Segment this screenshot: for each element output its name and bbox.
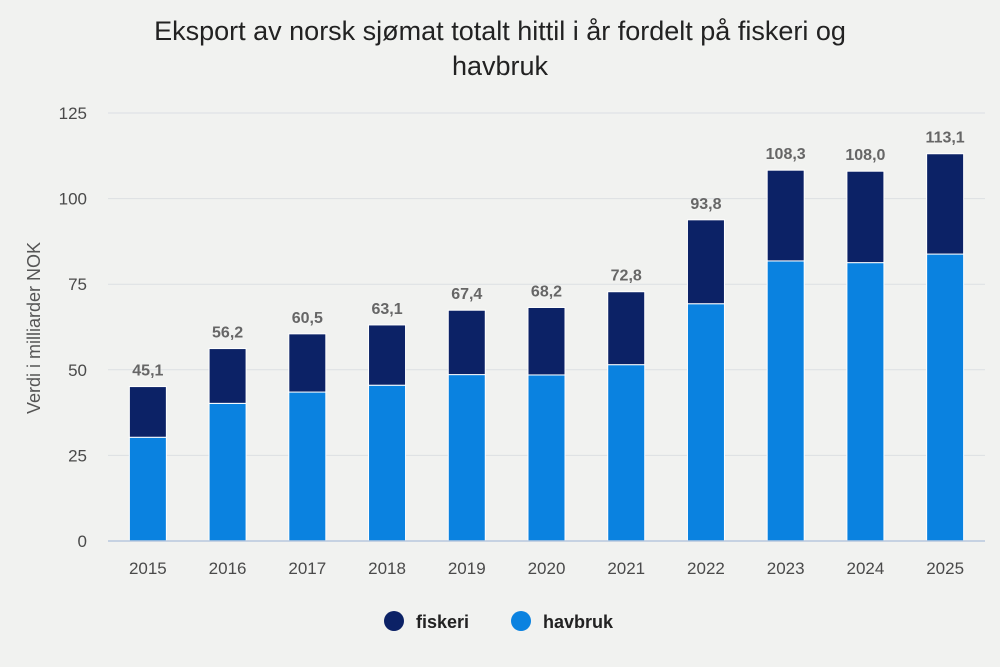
x-tick-label: 2019 bbox=[448, 559, 486, 578]
gridlines bbox=[108, 112, 985, 456]
y-tick-label: 25 bbox=[68, 446, 87, 465]
total-label-2025: 113,1 bbox=[926, 130, 965, 147]
x-tick-label: 2020 bbox=[528, 559, 566, 578]
bars bbox=[128, 153, 965, 542]
bar-fiskeri-2021[interactable] bbox=[607, 291, 646, 366]
bar-havbruk-2016[interactable] bbox=[208, 402, 247, 542]
legend-swatch-fiskeri bbox=[384, 611, 404, 631]
chart-title-line-2: havbruk bbox=[452, 51, 549, 81]
y-axis: 0 25 50 75 100 125 bbox=[59, 104, 87, 551]
legend-label-fiskeri: fiskeri bbox=[416, 612, 469, 632]
bar-havbruk-2018[interactable] bbox=[368, 384, 407, 542]
y-tick-label: 100 bbox=[59, 190, 87, 209]
bar-fiskeri-2016[interactable] bbox=[208, 348, 247, 404]
bar-havbruk-2024[interactable] bbox=[846, 262, 885, 542]
x-tick-label: 2025 bbox=[926, 559, 964, 578]
x-axis: 2015 2016 2017 2018 2019 2020 2021 2022 2023 2024… bbox=[108, 540, 985, 578]
x-tick-label: 2018 bbox=[368, 559, 406, 578]
bar-havbruk-2021[interactable] bbox=[607, 364, 646, 542]
x-tick-label: 2016 bbox=[209, 559, 247, 578]
bar-havbruk-2017[interactable] bbox=[288, 391, 327, 542]
y-tick-label: 125 bbox=[59, 104, 87, 123]
y-tick-label: 75 bbox=[68, 275, 87, 294]
y-tick-label: 50 bbox=[68, 361, 87, 380]
bar-havbruk-2019[interactable] bbox=[447, 374, 486, 542]
total-label-2018: 63,1 bbox=[371, 301, 402, 318]
y-axis-title: Verdi i milliarder NOK bbox=[24, 242, 44, 414]
bar-fiskeri-2020[interactable] bbox=[527, 306, 566, 376]
bar-havbruk-2025[interactable] bbox=[926, 253, 965, 542]
total-label-2016: 56,2 bbox=[212, 325, 243, 342]
total-label-2024: 108,0 bbox=[845, 147, 885, 164]
data-labels: 45,1 56,2 60,5 63,1 67,4 68,2 72,8 93,8 108,3 108… bbox=[132, 130, 965, 380]
bar-fiskeri-2024[interactable] bbox=[846, 170, 885, 264]
bar-fiskeri-2025[interactable] bbox=[926, 153, 965, 255]
bar-fiskeri-2018[interactable] bbox=[368, 324, 407, 386]
bar-fiskeri-2017[interactable] bbox=[288, 333, 327, 393]
legend-label-havbruk: havbruk bbox=[543, 612, 614, 632]
legend-item-fiskeri[interactable]: fiskeri bbox=[384, 611, 469, 632]
legend-item-havbruk[interactable]: havbruk bbox=[511, 611, 614, 632]
chart-title-line-1: Eksport av norsk sjømat totalt hittil i … bbox=[154, 16, 846, 46]
bar-fiskeri-2023[interactable] bbox=[766, 169, 805, 262]
total-label-2022: 93,8 bbox=[690, 196, 721, 213]
x-tick-label: 2022 bbox=[687, 559, 725, 578]
x-tick-label: 2024 bbox=[846, 559, 884, 578]
y-tick-label: 0 bbox=[78, 532, 87, 551]
total-label-2015: 45,1 bbox=[132, 363, 163, 380]
legend-swatch-havbruk bbox=[511, 611, 531, 631]
bar-havbruk-2022[interactable] bbox=[686, 303, 725, 542]
total-label-2019: 67,4 bbox=[451, 286, 482, 303]
bar-havbruk-2015[interactable] bbox=[128, 436, 167, 542]
bar-havbruk-2020[interactable] bbox=[527, 374, 566, 542]
total-label-2020: 68,2 bbox=[531, 283, 562, 300]
total-label-2017: 60,5 bbox=[292, 310, 323, 327]
x-tick-label: 2023 bbox=[767, 559, 805, 578]
total-label-2021: 72,8 bbox=[611, 268, 642, 285]
legend[interactable]: fiskeri havbruk bbox=[384, 611, 614, 632]
bar-fiskeri-2015[interactable] bbox=[128, 386, 167, 438]
x-tick-label: 2015 bbox=[129, 559, 167, 578]
bar-havbruk-2023[interactable] bbox=[766, 260, 805, 542]
x-tick-label: 2017 bbox=[288, 559, 326, 578]
total-label-2023: 108,3 bbox=[766, 146, 806, 163]
bar-fiskeri-2022[interactable] bbox=[686, 219, 725, 305]
bar-fiskeri-2019[interactable] bbox=[447, 309, 486, 376]
x-tick-label: 2021 bbox=[607, 559, 645, 578]
